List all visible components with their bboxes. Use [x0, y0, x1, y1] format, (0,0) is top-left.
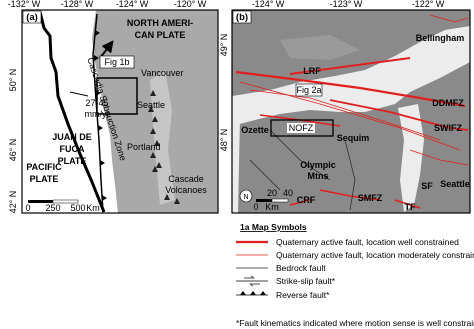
plate-label: PLATE — [30, 174, 59, 184]
place-label: LRF — [303, 66, 321, 76]
motion-arrow — [69, 91, 89, 97]
place-label: CRF — [297, 195, 316, 205]
plate-label: FUCA — [60, 144, 85, 154]
legend-item: Quaternary active fault, location well c… — [276, 237, 459, 247]
ocean — [232, 118, 240, 213]
plate-label: CAN PLATE — [135, 30, 186, 40]
plate-label: NORTH AMERI- — [127, 18, 193, 28]
mountains — [150, 70, 175, 205]
inset-box — [96, 77, 138, 115]
place-label: DDMFZ — [432, 98, 464, 108]
scale-bar — [52, 199, 79, 204]
lon-tick: -128° W — [61, 0, 94, 9]
nofz-label-bg — [287, 123, 315, 133]
place-label: Ozette — [241, 125, 269, 135]
place-label: SWIFZ — [434, 123, 462, 133]
lon-tick: -120° W — [174, 0, 207, 9]
strait — [232, 26, 470, 126]
legend-item: Reverse fault* — [276, 290, 330, 300]
panel-a: Fig 1b (a) -132° W -128° W -124° W -120°… — [8, 0, 219, 214]
north-arrow — [239, 189, 253, 203]
place-label: SMFZ — [358, 193, 383, 203]
lat-tick: 48° N — [219, 129, 229, 152]
lat-tick: 49° N — [219, 34, 229, 57]
bedrock-faults — [249, 129, 356, 211]
plate-label: PLATE — [58, 156, 87, 166]
island — [280, 35, 360, 60]
scale-label: 250 — [45, 203, 60, 213]
place-label: Sequim — [337, 133, 370, 143]
rate-label: 27-45 — [85, 98, 108, 108]
city-label: Portland — [127, 142, 161, 152]
lon-tick: -122° W — [412, 0, 445, 9]
volcano-label: Volcanoes — [165, 185, 207, 195]
lat-tick: 50° N — [8, 69, 18, 92]
legend: 1a Map Symbols Quaternary active fault, … — [236, 222, 474, 328]
rate-label: mm/yr — [85, 109, 110, 119]
place-label: NOFZ — [289, 123, 314, 133]
place-label: Seattle — [440, 179, 470, 189]
plate-label: PACIFIC — [26, 162, 62, 172]
puget-sound — [398, 104, 424, 212]
legend-item: Strike-slip fault* — [276, 276, 336, 286]
scale-label: 0 — [253, 202, 258, 212]
plate-label: JUAN DE — [52, 132, 92, 142]
scale-label: Km — [86, 203, 100, 213]
lon-tick: -124° W — [116, 0, 149, 9]
scale-label: Km — [265, 202, 279, 212]
place-label: TF — [405, 202, 416, 212]
volcanoes — [148, 90, 180, 204]
scale-label: 0 — [25, 203, 30, 213]
frame — [21, 9, 219, 214]
lon-tick: -123° W — [330, 0, 363, 9]
city-label: Vancouver — [141, 68, 183, 78]
lat-tick: 46° N — [8, 139, 18, 162]
lon-tick: -132° W — [8, 0, 41, 9]
panel-label: (b) — [236, 12, 248, 23]
city-label: Seattle — [137, 100, 165, 110]
legend-footnote: *Fault kinematics indicated where motion… — [236, 318, 474, 328]
place-label: Bellingham — [416, 33, 465, 43]
panel-label-box — [22, 10, 42, 24]
place-label: SF — [421, 181, 433, 191]
frame — [231, 9, 471, 214]
faults — [235, 14, 469, 209]
nofz-box — [270, 119, 334, 137]
volcano-label: Cascade — [168, 174, 204, 184]
legend-item: Bedrock fault — [276, 263, 326, 273]
panel-label-box — [232, 10, 252, 24]
legend-symbol — [240, 291, 266, 295]
inset-label-box — [99, 55, 135, 69]
plate-boundary — [38, 11, 106, 213]
place-label: Olympic — [300, 160, 336, 170]
panel-label: (a) — [26, 12, 38, 23]
scale-label: 20 — [267, 188, 277, 198]
subduction-zone — [92, 13, 104, 213]
subduction-teeth — [94, 30, 107, 201]
scale-bar — [271, 198, 289, 203]
scale-label: 500 — [70, 203, 85, 213]
place-label: Mtns — [308, 171, 329, 181]
legend-symbol — [236, 275, 268, 287]
scale-label: 40 — [283, 188, 293, 198]
panel-b: Fig 2a NOFZ (b) -124° W -123° W -122° W … — [219, 0, 471, 214]
north-label: N — [243, 194, 248, 201]
legend-title: 1a Map Symbols — [240, 222, 307, 232]
lat-tick: 42° N — [8, 191, 18, 214]
legend-item: Quaternary active fault, location modera… — [276, 250, 474, 260]
inset-label: Fig 1b — [104, 57, 129, 67]
fig2a-box — [295, 83, 323, 97]
lon-tick: -124° W — [252, 0, 285, 9]
place-label: Fig 2a — [296, 85, 321, 95]
